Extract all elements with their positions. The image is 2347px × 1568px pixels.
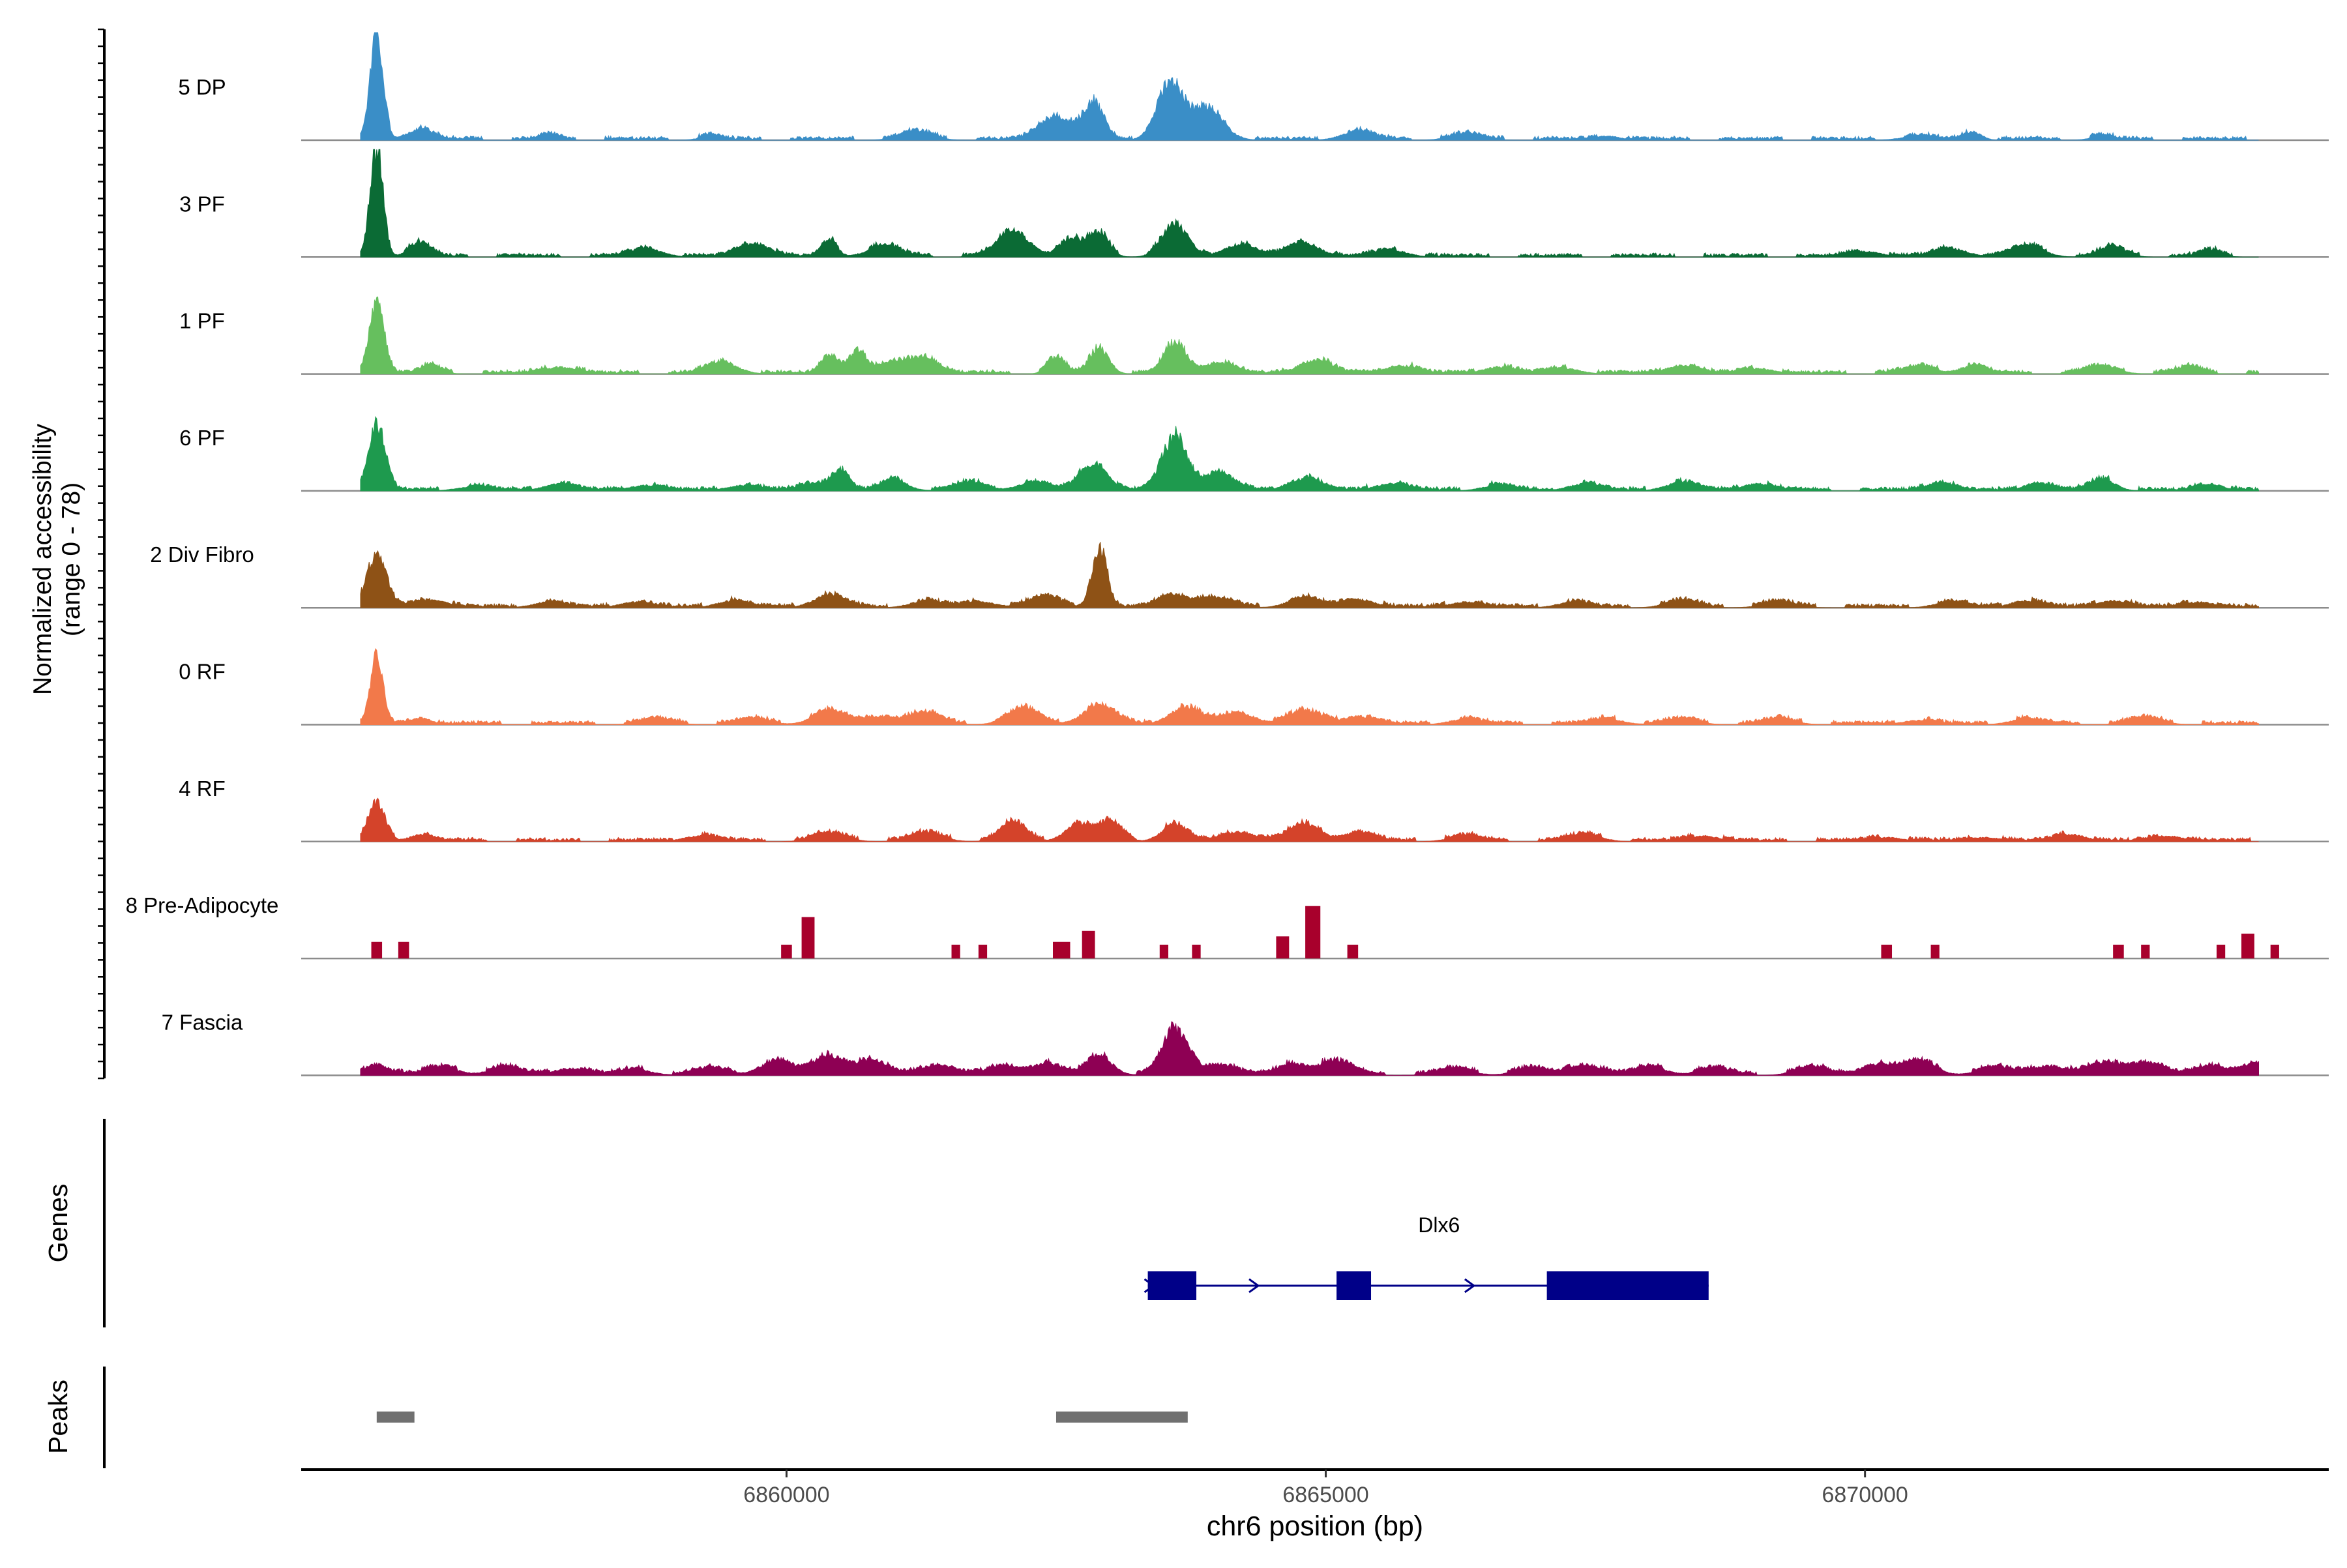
gene-exon (1546, 1271, 1709, 1300)
gene-exon (1336, 1271, 1372, 1300)
track-4-rf: 4 RF (179, 777, 2329, 843)
track-label: 5 DP (178, 75, 226, 99)
x-tick-label: 6865000 (1282, 1483, 1368, 1507)
track-8-pre-adipocyte: 8 Pre-Adipocyte (126, 893, 2329, 960)
coverage-block (1305, 906, 1321, 959)
coverage-block (398, 941, 409, 959)
track-7-fascia: 7 Fascia (162, 1010, 2329, 1076)
track-label: 4 RF (179, 777, 226, 801)
coverage-block (2270, 944, 2279, 959)
coverage-block (1276, 936, 1290, 959)
track-6-pf: 6 PF (179, 416, 2329, 492)
peaks-panel: Peaks (43, 1367, 1188, 1468)
track-label: 2 Div Fibro (150, 542, 254, 567)
peaks-label: Peaks (43, 1380, 73, 1454)
coverage-area (360, 32, 2259, 141)
gene-exon (1147, 1271, 1197, 1300)
track-label: 0 RF (179, 660, 226, 684)
coverage-area (360, 296, 2259, 375)
track-1-pf: 1 PF (179, 296, 2329, 375)
coverage-block (1053, 941, 1070, 959)
coverage-block (2241, 934, 2254, 959)
coverage-area (360, 797, 2259, 842)
coverage-block (2113, 944, 2124, 959)
strand-arrow (1144, 1278, 1156, 1294)
strand-arrow (1464, 1278, 1476, 1294)
coverage-block (1881, 944, 1893, 959)
coverage-area (360, 416, 2259, 492)
track-2-div-fibro: 2 Div Fibro (150, 542, 2329, 609)
track-label: 3 PF (179, 192, 225, 216)
coverage-block (951, 944, 960, 959)
peak-region (376, 1412, 415, 1423)
coverage-area (360, 149, 2259, 258)
tracks-layer: 5 DP 3 PF 1 PF 6 PF 2 Div Fibro 0 RF 4 RF 8 Pre… (98, 28, 2329, 1080)
track-label: 7 Fascia (162, 1010, 243, 1034)
coverage-block (2216, 944, 2226, 959)
y-axis-label-line2: (range 0 - 78) (57, 482, 85, 636)
genes-label: Genes (43, 1184, 73, 1263)
track-label: 8 Pre-Adipocyte (126, 893, 279, 917)
y-axis-label: Normalized accessibility (range 0 - 78) (29, 423, 85, 695)
genes-panel: Genes Dlx6 (43, 1119, 1709, 1327)
coverage-area (360, 542, 2259, 608)
track-label: 6 PF (179, 426, 225, 450)
track-3-pf: 3 PF (179, 149, 2329, 258)
coverage-block (1159, 944, 1169, 959)
coverage-block (1082, 930, 1095, 959)
coverage-block (1930, 944, 1940, 959)
coverage-block (1192, 944, 1201, 959)
peak-region (1055, 1412, 1188, 1423)
x-axis-label: chr6 position (bp) (1207, 1511, 1423, 1542)
track-label: 1 PF (179, 309, 225, 333)
track-0-rf: 0 RF (179, 647, 2329, 726)
coverage-area (360, 1021, 2259, 1076)
gene-name-label: Dlx6 (1418, 1213, 1460, 1237)
y-axis-label-line1: Normalized accessibility (29, 423, 57, 695)
coverage-block (978, 944, 988, 959)
x-tick-label: 6860000 (743, 1483, 829, 1507)
track-5-dp: 5 DP (178, 32, 2329, 141)
x-axis: 6860000 6865000 6870000 (301, 1468, 2329, 1507)
coverage-block (781, 944, 792, 959)
coverage-block (371, 941, 383, 959)
coverage-block (2141, 944, 2150, 959)
x-tick-label: 6870000 (1822, 1483, 1908, 1507)
strand-arrow (1248, 1278, 1260, 1294)
coverage-block (801, 917, 815, 959)
coverage-area (360, 647, 2259, 725)
coverage-block (1347, 944, 1359, 959)
